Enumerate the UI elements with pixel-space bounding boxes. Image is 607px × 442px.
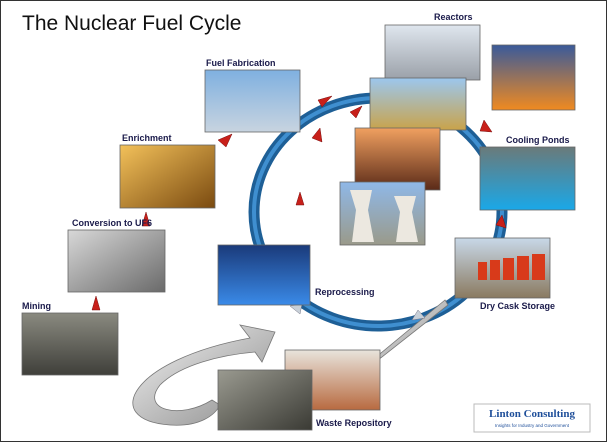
node-label: Conversion to UF6 [72,218,152,228]
node-label: Enrichment [122,133,172,143]
node-label: Waste Repository [316,418,392,428]
node-label: Dry Cask Storage [480,301,555,311]
page: The Nuclear Fuel Cycle [0,0,607,442]
logo-tagline: Insights for Industry and Government [495,423,570,428]
node-label: Fuel Fabrication [206,58,276,68]
node-label: Reactors [434,12,473,22]
node-label: Reprocessing [315,287,375,297]
diagram: The Nuclear Fuel Cycle [0,0,607,442]
logo-name: Linton Consulting [489,408,575,420]
title: The Nuclear Fuel Cycle [22,12,241,35]
node-label: Cooling Ponds [506,135,570,145]
node-label: Mining [22,301,51,311]
